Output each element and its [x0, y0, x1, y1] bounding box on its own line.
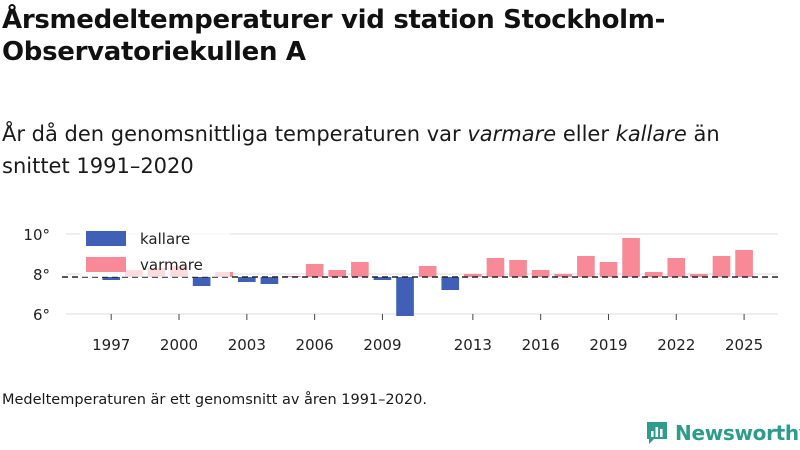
subtitle-part-2: eller: [556, 122, 616, 146]
chart-title: Årsmedeltemperaturer vid station Stockho…: [2, 5, 666, 67]
legend-swatch-colder: [86, 231, 126, 246]
bar-2008: [351, 262, 369, 277]
bar-2012: [441, 277, 460, 290]
bar-2010: [396, 277, 414, 316]
x-tick-label: 2022: [657, 336, 695, 354]
bar-2025: [735, 250, 753, 277]
subtitle-part-3: än snittet 1991–2020: [2, 122, 720, 178]
bar-2014: [486, 258, 505, 277]
bar-2006: [305, 264, 324, 277]
bar-2020: [622, 238, 640, 277]
bar-2009: [373, 277, 392, 280]
bar-2007: [328, 270, 347, 277]
bar-2003: [238, 277, 256, 282]
x-tick-label: 2016: [522, 336, 560, 354]
x-tick-label: 2000: [160, 336, 198, 354]
bar-2001: [192, 277, 211, 286]
x-tick-label: 2006: [296, 336, 334, 354]
bar-2004: [260, 277, 279, 284]
brand-logo: Newsworthy: [645, 420, 800, 446]
y-axis: 6° 8° 10°: [23, 226, 50, 324]
x-tick-label: 2025: [725, 336, 763, 354]
legend-label-warmer: varmare: [140, 256, 203, 274]
bar-2017: [554, 274, 573, 277]
bar-2013: [464, 274, 482, 277]
bar-2016: [531, 270, 550, 277]
bar-2021: [644, 272, 663, 277]
x-tick-label: 1997: [92, 336, 130, 354]
y-tick-label: 8°: [33, 266, 50, 284]
legend-swatch-warmer: [86, 257, 126, 272]
x-tick-label: 2009: [363, 336, 401, 354]
x-tick-label: 2003: [228, 336, 266, 354]
bar-2018: [577, 256, 595, 277]
y-tick-label: 10°: [23, 226, 50, 244]
subtitle-part-1: År då den genomsnittliga temperaturen va…: [2, 122, 468, 146]
bar-2015: [509, 260, 527, 277]
footnote: Medeltemperaturen är ett genomsnitt av å…: [2, 392, 427, 408]
x-tick-label: 2019: [589, 336, 627, 354]
legend-label-colder: kallare: [140, 230, 190, 248]
newsworthy-logo-icon: [647, 422, 667, 444]
bar-2023: [690, 274, 708, 277]
bar-1997: [102, 277, 121, 280]
bar-2011: [418, 266, 437, 277]
legend: kallare varmare: [80, 225, 230, 277]
bar-2024: [712, 256, 731, 277]
subtitle-warmer-word: varmare: [467, 122, 557, 146]
bar-2019: [599, 262, 618, 277]
brand-name: Newsworthy: [675, 421, 800, 445]
bar-2022: [667, 258, 686, 277]
y-tick-label: 6°: [33, 306, 50, 324]
x-tick-label: 2013: [454, 336, 492, 354]
chart-subtitle: År då den genomsnittliga temperaturen va…: [2, 118, 792, 182]
subtitle-colder-word: kallare: [615, 122, 687, 146]
x-axis: 1997 2000 2003 2006 2009 2013 2016 2019 2022 2025: [92, 314, 763, 354]
